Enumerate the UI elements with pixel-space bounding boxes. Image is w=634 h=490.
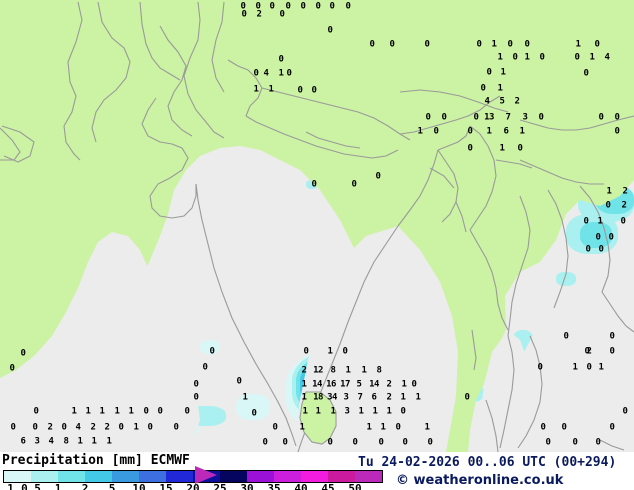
colorbar-tick-label: 25: [213, 482, 227, 490]
colorbar-tick-label: 1: [54, 482, 62, 490]
border-turkmenistan: [139, 1, 181, 81]
border-bangladesh-e: [437, 149, 459, 223]
andaman-islands: [471, 329, 477, 371]
border-iran-afghan: [63, 1, 83, 161]
coast-andhra: [455, 201, 467, 233]
colorbar-swatch[interactable]: [247, 471, 274, 482]
asia-landmass: [0, 0, 634, 452]
south-china-sea: [512, 300, 634, 452]
border-myanmar-n: [495, 159, 533, 169]
colorbar-swatch[interactable]: [220, 471, 247, 482]
colorbar-swatch[interactable]: [85, 471, 112, 482]
colorbar-tick-label: 40: [294, 482, 308, 490]
coast-vietnam: [601, 291, 634, 333]
colorbar-tick-label: 45: [321, 482, 335, 490]
sea-group: [0, 226, 634, 452]
colorbar-swatch[interactable]: [58, 471, 85, 482]
border-himalaya: [261, 87, 411, 141]
border-myanmar-w: [469, 125, 497, 231]
border-kashmir: [227, 59, 263, 117]
border-bangladesh: [437, 125, 471, 151]
coast-sumatra: [599, 439, 625, 451]
color-bar[interactable]: [3, 470, 383, 483]
colorbar-tick-label: 50: [348, 482, 362, 490]
colorbar-swatch[interactable]: [31, 471, 58, 482]
colorbar-swatch[interactable]: [166, 471, 193, 482]
colorbar-swatch[interactable]: [328, 471, 355, 482]
border-nepal-lower: [305, 131, 361, 149]
border-laos-n: [519, 159, 604, 185]
legend-title: Precipitation [mm] ECMWF: [2, 453, 190, 468]
border-china-yunnan: [519, 115, 634, 131]
colorbar-tick-label: 20: [186, 482, 200, 490]
border-thai-laos: [547, 189, 569, 309]
border-myanmar-thai: [507, 195, 531, 337]
border-tibet: [399, 89, 509, 113]
colorbar-tick-label: 15: [159, 482, 173, 490]
coast-thai-peninsula: [499, 335, 515, 449]
border-india-interior: [429, 167, 455, 189]
border-caspian: [1, 125, 35, 163]
coast-thai-gulf-e: [517, 335, 543, 449]
sri-lanka-land: [299, 391, 337, 445]
coast-west-india: [195, 183, 297, 447]
coast-gujarat: [141, 97, 197, 219]
border-pak-afghan: [159, 25, 193, 137]
colorbar-tick-label: 2: [81, 482, 89, 490]
arabian-sea: [0, 232, 200, 452]
border-afghanistan: [91, 1, 131, 143]
coast-bengal-delta: [397, 149, 439, 227]
border-tajik: [211, 1, 225, 93]
colorbar-swatch[interactable]: [274, 471, 301, 482]
colorbar-tick-label: 30: [240, 482, 254, 490]
legend-footer: Precipitation [mm] ECMWF 0.10.5125101520…: [0, 452, 634, 490]
bay-of-bengal: [296, 226, 458, 452]
border-laos-viet: [579, 185, 611, 293]
border-china-west: [183, 1, 225, 139]
colorbar-swatch[interactable]: [301, 471, 328, 482]
coast-malay: [485, 399, 499, 452]
colorbar-swatch[interactable]: [139, 471, 166, 482]
copyright-notice: © weatheronline.co.uk: [396, 473, 564, 488]
map-vector-layer: [0, 0, 634, 452]
colorbar-tick-label: 35: [267, 482, 281, 490]
coast-myanmar: [469, 229, 509, 331]
colorbar-tick-label: 0.5: [21, 482, 41, 490]
colorbar-tick-label: 0.1: [0, 482, 14, 490]
colorbar-swatch[interactable]: [112, 471, 139, 482]
colorbar-tick-label: 5: [108, 482, 116, 490]
colorbar-overflow-arrow-icon: [195, 466, 217, 484]
coast-persian-gulf: [0, 127, 21, 161]
colorbar-swatch[interactable]: [355, 471, 382, 482]
valid-time-stamp: Tu 24-02-2026 00..06 UTC (00+294): [358, 455, 617, 470]
landmass-group: [0, 0, 634, 452]
colorbar-swatch[interactable]: [4, 471, 31, 482]
colorbar-tick-label: 10: [132, 482, 146, 490]
border-india-nepal: [245, 115, 399, 159]
